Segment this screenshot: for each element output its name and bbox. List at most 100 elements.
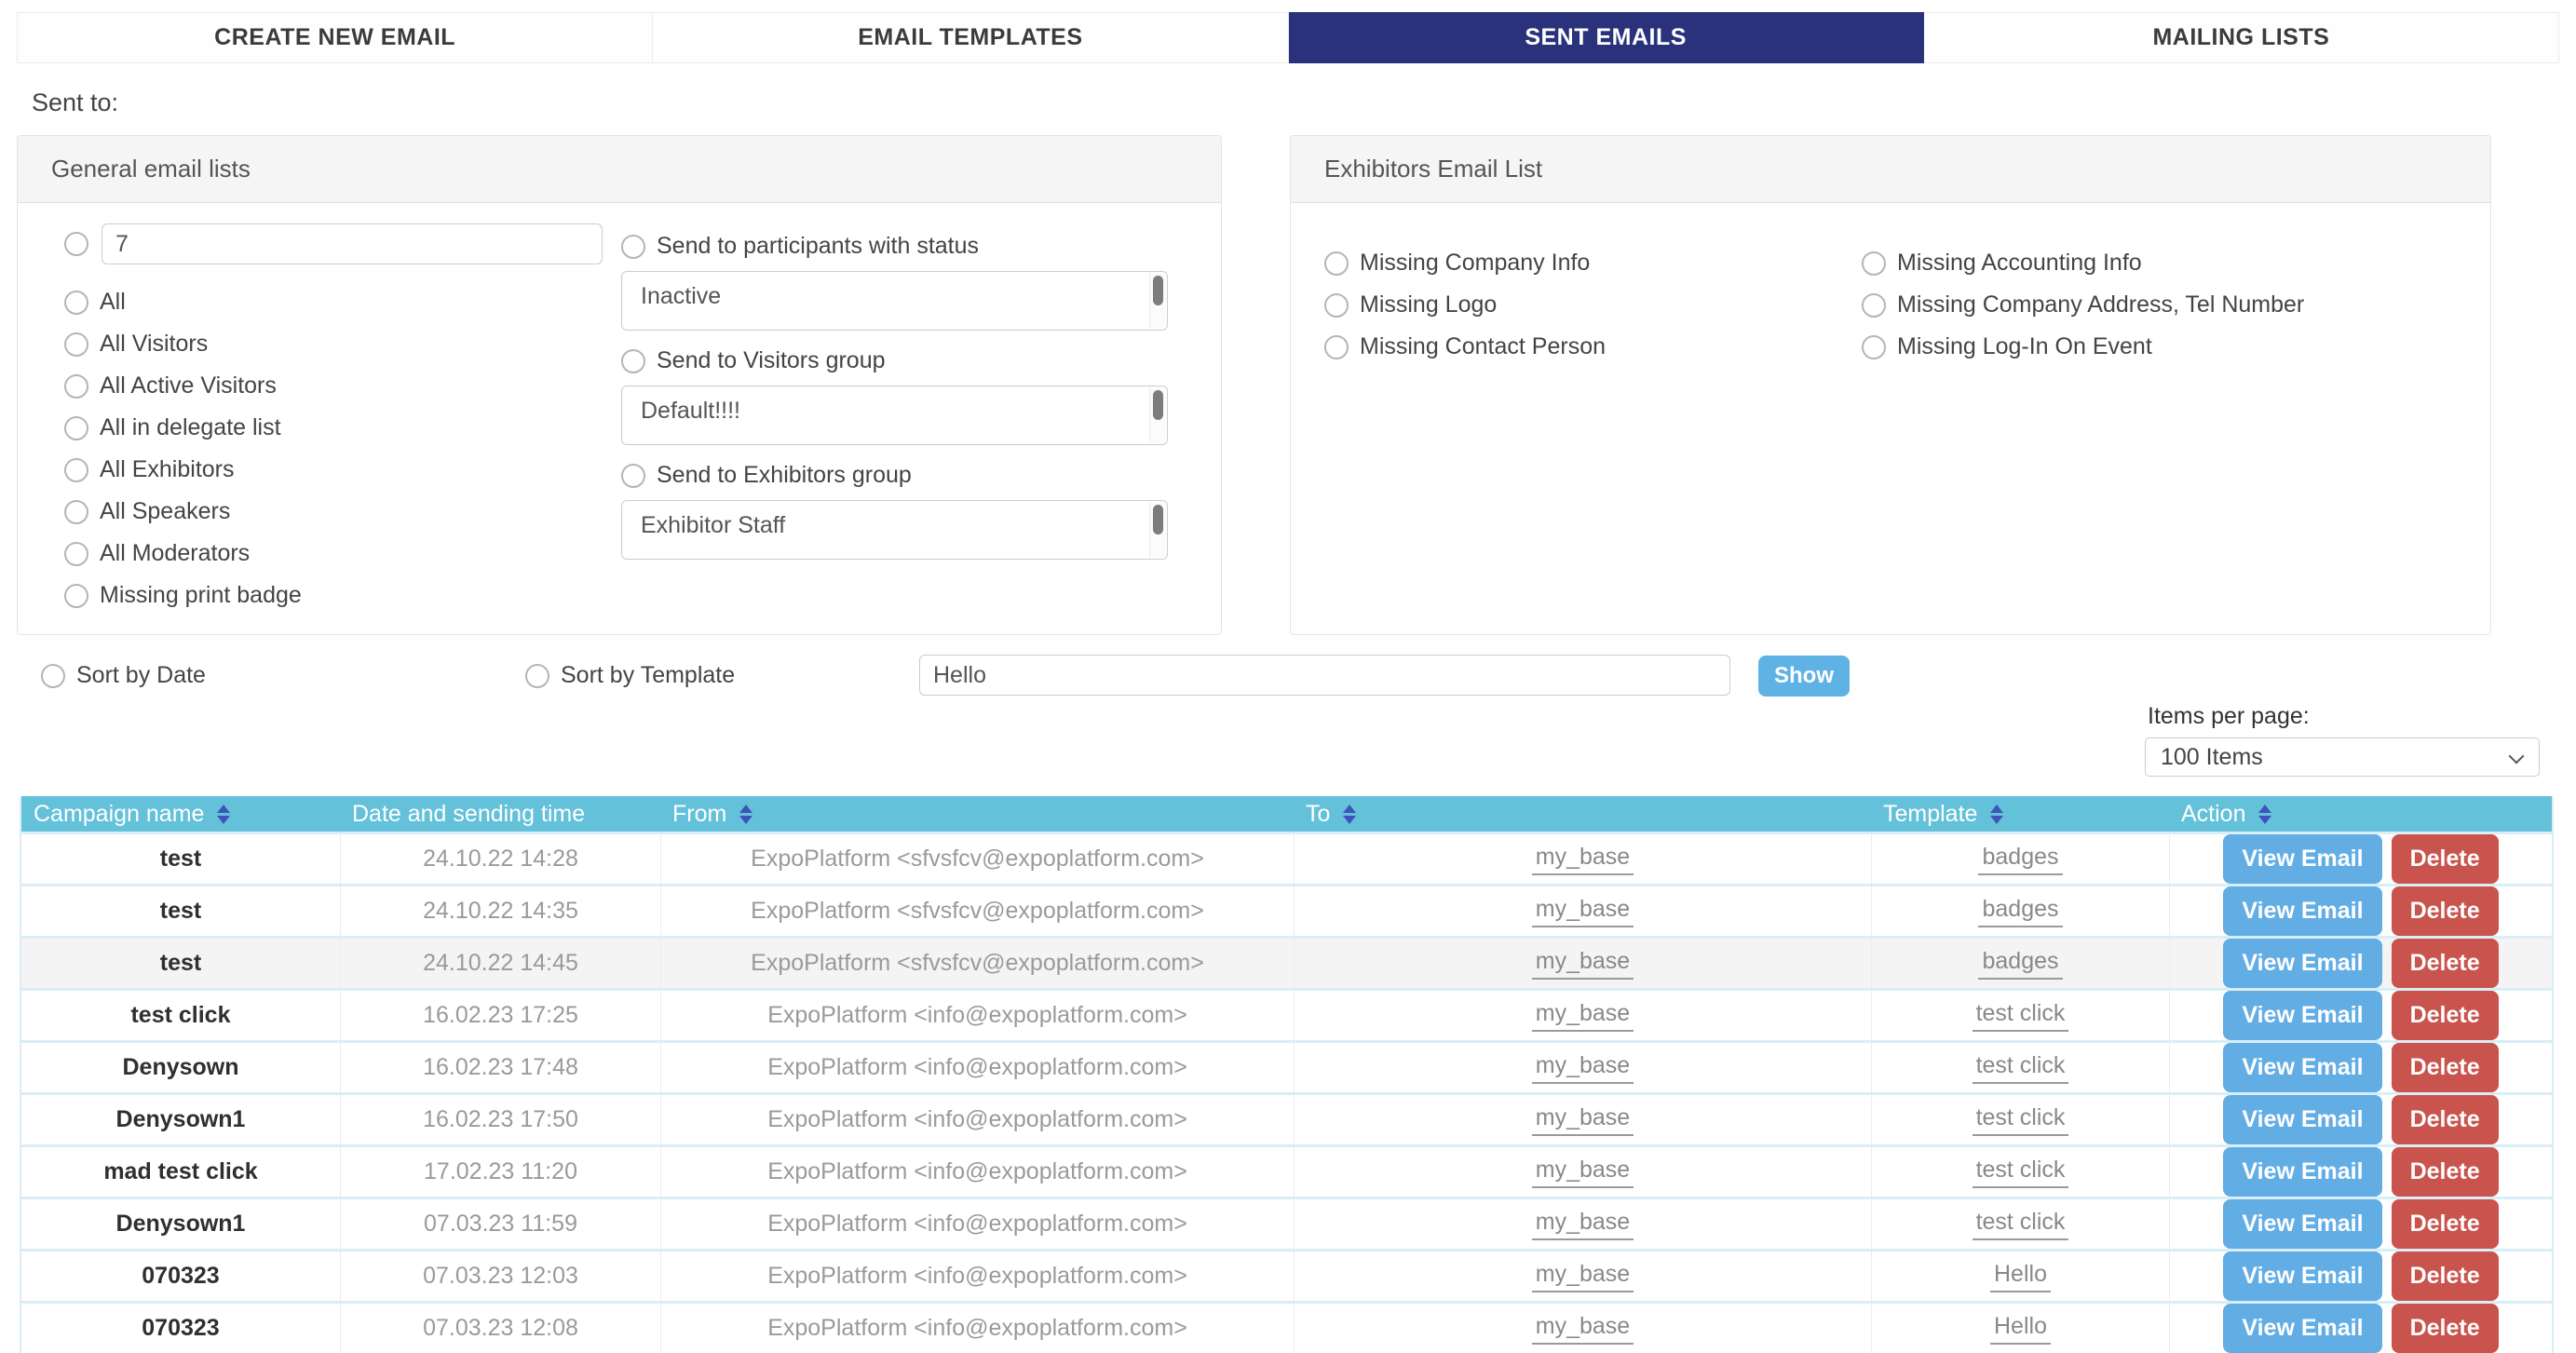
radio-option-all-active-visitors[interactable]: All Active Visitors (64, 365, 621, 407)
listbox-send-to-exhibitors-group[interactable]: Exhibitor Staff (621, 500, 1168, 560)
radio-option-send-to-participants-with-status[interactable]: Send to participants with status (621, 233, 1217, 260)
scrollbar[interactable] (1149, 273, 1166, 329)
from-cell: ExpoPlatform <info@expoplatform.com> (660, 1252, 1294, 1301)
delete-button[interactable]: Delete (2391, 1043, 2499, 1092)
tab-create-new-email[interactable]: CREATE NEW EMAIL (17, 12, 654, 63)
to-link[interactable]: my_base (1531, 896, 1634, 927)
template-link[interactable]: Hello (1990, 1261, 2051, 1292)
to-link[interactable]: my_base (1531, 1052, 1634, 1084)
template-link[interactable]: test click (1972, 1209, 2069, 1240)
items-per-page-select[interactable]: 100 Items (2145, 737, 2540, 777)
template-link[interactable]: test click (1972, 1157, 2069, 1188)
radio-option-all-visitors[interactable]: All Visitors (64, 323, 621, 365)
table-header-row: Campaign name Date and sending time From To… (21, 796, 2552, 832)
to-link[interactable]: my_base (1531, 1000, 1634, 1032)
view-email-button[interactable]: View Email (2223, 991, 2382, 1040)
radio-option-missing-contact-person[interactable]: Missing Contact Person (1324, 326, 1606, 368)
template-link[interactable]: badges (1978, 844, 2063, 875)
to-link[interactable]: my_base (1531, 1157, 1634, 1188)
radio-circle (621, 348, 645, 373)
column-header-to[interactable]: To (1294, 796, 1871, 832)
sort-by-template-radio[interactable]: Sort by Template (525, 662, 735, 689)
scrollbar-thumb[interactable] (1153, 505, 1163, 534)
listbox-selected-option[interactable]: Inactive (641, 283, 722, 309)
delete-button[interactable]: Delete (2391, 1304, 2499, 1353)
radio-option-missing-logo[interactable]: Missing Logo (1324, 284, 1606, 326)
view-email-button[interactable]: View Email (2223, 834, 2382, 884)
radio-option-send-to-exhibitors-group[interactable]: Send to Exhibitors group (621, 462, 1217, 489)
radio-option-missing-company-info[interactable]: Missing Company Info (1324, 242, 1606, 284)
sort-icon[interactable] (2258, 804, 2272, 824)
delete-button[interactable]: Delete (2391, 834, 2499, 884)
column-header-template[interactable]: Template (1871, 796, 2169, 832)
radio-option-send-to-visitors-group[interactable]: Send to Visitors group (621, 347, 1217, 374)
delete-button[interactable]: Delete (2391, 991, 2499, 1040)
to-link[interactable]: my_base (1531, 1261, 1634, 1292)
radio-option-all-moderators[interactable]: All Moderators (64, 533, 621, 575)
to-link[interactable]: my_base (1531, 1104, 1634, 1136)
radio-option-all-in-delegate-list[interactable]: All in delegate list (64, 407, 621, 449)
sort-by-date-radio[interactable]: Sort by Date (41, 662, 206, 689)
radio-option-missing-accounting-info[interactable]: Missing Accounting Info (1862, 242, 2304, 284)
radio-id-option[interactable] (64, 232, 88, 256)
view-email-button[interactable]: View Email (2223, 939, 2382, 988)
date-cell: 07.03.23 12:03 (340, 1252, 660, 1301)
sort-icon[interactable] (739, 804, 753, 824)
scrollbar[interactable] (1149, 502, 1166, 558)
template-link[interactable]: badges (1978, 896, 2063, 927)
tab-email-templates[interactable]: EMAIL TEMPLATES (653, 12, 1289, 63)
template-link[interactable]: badges (1978, 948, 2063, 980)
scrollbar[interactable] (1149, 387, 1166, 443)
delete-button[interactable]: Delete (2391, 1252, 2499, 1301)
delete-button[interactable]: Delete (2391, 886, 2499, 936)
radio-option-all[interactable]: All (64, 281, 621, 323)
scrollbar-thumb[interactable] (1153, 390, 1163, 420)
radio-option-all-exhibitors[interactable]: All Exhibitors (64, 449, 621, 491)
view-email-button[interactable]: View Email (2223, 1095, 2382, 1144)
from-cell: ExpoPlatform <sfvsfcv@expoplatform.com> (660, 939, 1294, 988)
sort-icon[interactable] (1990, 804, 2004, 824)
delete-button[interactable]: Delete (2391, 1095, 2499, 1144)
template-link[interactable]: test click (1972, 1104, 2069, 1136)
from-cell: ExpoPlatform <info@expoplatform.com> (660, 1304, 1294, 1353)
template-link[interactable]: Hello (1990, 1313, 2051, 1345)
general-email-lists-panel: General email lists All All Visitors All A… (17, 135, 1222, 635)
radio-option-missing-company-address-tel-number[interactable]: Missing Company Address, Tel Number (1862, 284, 2304, 326)
date-cell: 24.10.22 14:35 (340, 886, 660, 936)
table-row: mad test click 17.02.23 11:20 ExpoPlatform… (21, 1144, 2552, 1197)
view-email-button[interactable]: View Email (2223, 1147, 2382, 1197)
radio-option-missing-log-in-on-event[interactable]: Missing Log-In On Event (1862, 326, 2304, 368)
listbox-selected-option[interactable]: Exhibitor Staff (641, 512, 786, 538)
delete-button[interactable]: Delete (2391, 1199, 2499, 1249)
view-email-button[interactable]: View Email (2223, 1199, 2382, 1249)
sort-icon[interactable] (1343, 804, 1357, 824)
listbox-selected-option[interactable]: Default!!!! (641, 398, 740, 424)
delete-button[interactable]: Delete (2391, 1147, 2499, 1197)
tab-sent-emails[interactable]: SENT EMAILS (1288, 12, 1924, 63)
delete-button[interactable]: Delete (2391, 939, 2499, 988)
radio-option-all-speakers[interactable]: All Speakers (64, 491, 621, 533)
to-link[interactable]: my_base (1531, 948, 1634, 980)
column-header-from[interactable]: From (660, 796, 1294, 832)
search-input[interactable] (919, 655, 1730, 696)
to-link[interactable]: my_base (1531, 1313, 1634, 1345)
listbox-send-to-visitors-group[interactable]: Default!!!! (621, 386, 1168, 445)
view-email-button[interactable]: View Email (2223, 886, 2382, 936)
radio-option-missing-print-badge[interactable]: Missing print badge (64, 575, 621, 616)
view-email-button[interactable]: View Email (2223, 1043, 2382, 1092)
scrollbar-thumb[interactable] (1153, 276, 1163, 305)
sort-icon[interactable] (217, 804, 231, 824)
radio-circle (1862, 334, 1887, 359)
column-header-campaign-name[interactable]: Campaign name (21, 796, 340, 832)
to-link[interactable]: my_base (1531, 844, 1634, 875)
id-input[interactable] (102, 223, 603, 264)
show-button[interactable]: Show (1758, 656, 1850, 697)
template-link[interactable]: test click (1972, 1000, 2069, 1032)
template-link[interactable]: test click (1972, 1052, 2069, 1084)
column-header-action[interactable]: Action (2169, 796, 2552, 832)
to-link[interactable]: my_base (1531, 1209, 1634, 1240)
tab-mailing-lists[interactable]: MAILING LISTS (1923, 12, 2559, 63)
view-email-button[interactable]: View Email (2223, 1304, 2382, 1353)
view-email-button[interactable]: View Email (2223, 1252, 2382, 1301)
listbox-send-to-participants-with-status[interactable]: Inactive (621, 271, 1168, 331)
